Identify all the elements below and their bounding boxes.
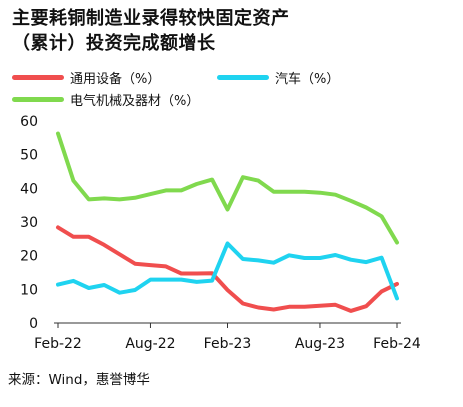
x-tick-label: Feb-24 — [373, 336, 421, 352]
y-tick-label: 30 — [20, 215, 38, 231]
legend-label-auto: 汽车（%） — [275, 72, 340, 87]
x-tick-label: Aug-22 — [125, 336, 175, 352]
x-tick-label: Aug-23 — [295, 336, 345, 352]
legend-item-auto: 汽车（%） — [217, 68, 339, 87]
line-chart: 0 10 20 30 40 50 60 Feb-22 Aug-22 Feb-23 Aug-23 Feb… — [20, 114, 421, 352]
y-tick-label: 40 — [20, 181, 38, 197]
legend-swatch-general-equipment — [12, 75, 64, 80]
chart-legend: 通用设备（%） 汽车（%） 电气机械及器材（%） — [0, 0, 463, 110]
series-line-general-equipment — [56, 225, 399, 313]
series-line-electrical — [56, 131, 399, 245]
chart-title: 主要耗铜制造业录得较快固定资产 （累计）投资完成额增长 — [12, 6, 290, 56]
y-tick-label: 50 — [20, 148, 38, 164]
x-tick-label: Feb-23 — [204, 336, 252, 352]
legend-label-electrical: 电气机械及器材（%） — [70, 94, 200, 109]
y-tick-label: 60 — [20, 114, 38, 130]
chart-title-line-2: （累计）投资完成额增长 — [12, 33, 216, 54]
legend-item-electrical: 电气机械及器材（%） — [12, 90, 199, 109]
y-tick-label: 0 — [29, 316, 38, 332]
source-note: 来源：Wind，惠誉博华 — [8, 372, 150, 388]
legend-swatch-electrical — [12, 97, 64, 102]
legend-item-general-equipment: 通用设备（%） — [12, 68, 160, 87]
chart-title-line-1: 主要耗铜制造业录得较快固定资产 — [12, 8, 290, 29]
legend-label-general-equipment: 通用设备（%） — [70, 72, 161, 87]
y-tick-label: 20 — [20, 249, 38, 265]
series-line-auto — [56, 241, 399, 301]
legend-swatch-auto — [217, 75, 269, 80]
x-tick-label: Feb-22 — [34, 336, 82, 352]
y-tick-label: 10 — [20, 282, 38, 298]
